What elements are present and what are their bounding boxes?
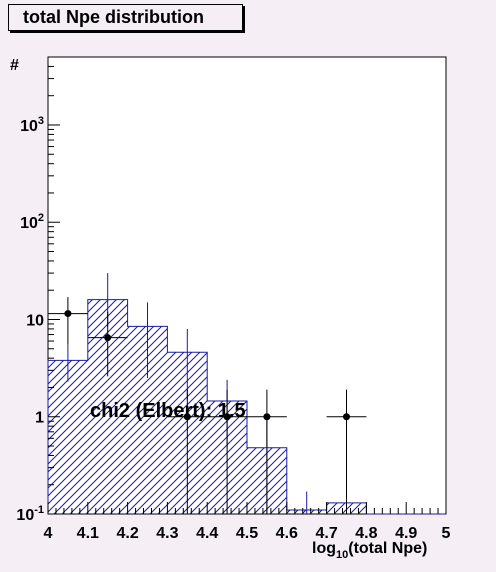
data-points-layer <box>48 297 367 514</box>
x-tick-label: 4.7 <box>315 525 337 542</box>
data-point <box>343 413 350 421</box>
x-tick-label: 4.9 <box>395 525 417 542</box>
x-tick-label: 4.4 <box>196 525 218 542</box>
data-point <box>64 310 72 318</box>
histogram-bin <box>48 360 88 514</box>
y-tick-label: 10 <box>26 312 44 329</box>
x-tick-label: 4.2 <box>116 525 138 542</box>
data-point <box>104 334 112 342</box>
x-tick-label: 4.1 <box>77 525 99 542</box>
x-axis-label-rest: (total Npe) <box>348 540 427 557</box>
x-tick-label: 5 <box>442 525 451 542</box>
x-axis-label-sub: 10 <box>336 549 348 561</box>
data-point <box>223 413 231 421</box>
x-tick-label: 4.3 <box>156 525 178 542</box>
chi2-annotation: chi2 (Elbert): 1.5 <box>90 400 246 422</box>
x-axis-label-log: log <box>312 540 336 557</box>
y-tick-label: 1 <box>35 410 44 427</box>
y-tick-label: 10-1 <box>16 504 44 524</box>
x-tick-label: 4.6 <box>276 525 298 542</box>
x-tick-label: 4 <box>44 525 53 542</box>
data-point <box>183 413 191 421</box>
x-tick-label: 4.8 <box>355 525 377 542</box>
chart-title: total Npe distribution <box>8 4 243 31</box>
y-axis-label: # <box>10 57 19 74</box>
x-axis-label: log10(total Npe) <box>312 540 427 561</box>
histogram-layer <box>47 273 446 515</box>
data-point <box>263 413 271 421</box>
y-tick-label: 103 <box>20 115 44 135</box>
x-tick-label: 4.5 <box>236 525 258 542</box>
y-tick-label: 102 <box>20 212 44 232</box>
axes-layer: 4 4.1 4.2 4.3 4.4 4.5 4.6 4.7 4.8 4.9 5 10-1 1 10 102 1… <box>16 56 451 542</box>
